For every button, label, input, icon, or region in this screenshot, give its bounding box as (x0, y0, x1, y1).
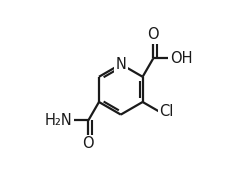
Text: OH: OH (170, 51, 192, 66)
Text: N: N (115, 57, 126, 72)
Text: H₂N: H₂N (44, 113, 72, 128)
Text: O: O (147, 27, 159, 42)
Text: O: O (83, 136, 94, 151)
Text: Cl: Cl (159, 104, 174, 119)
